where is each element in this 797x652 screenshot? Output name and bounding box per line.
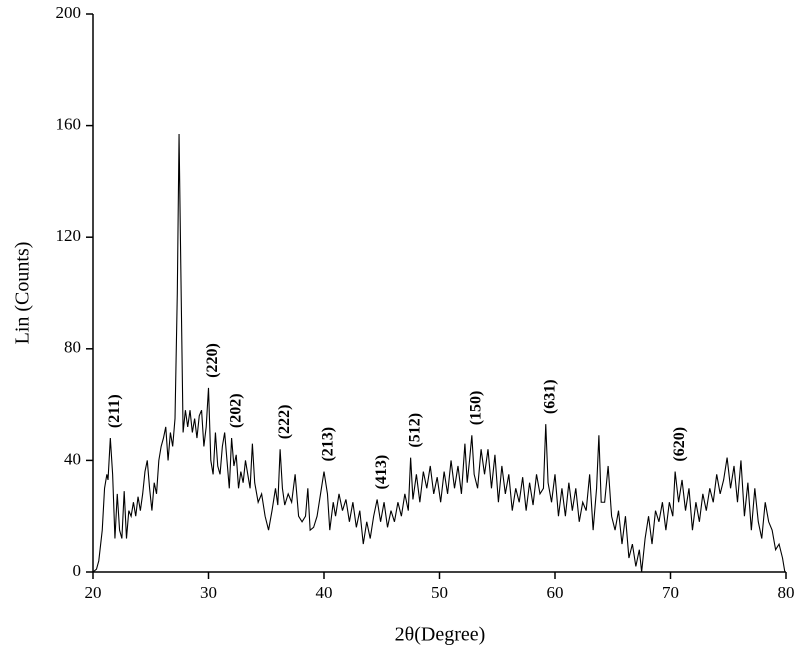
x-tick-label: 20 xyxy=(85,583,102,602)
x-tick-label: 60 xyxy=(547,583,564,602)
x-tick-label: 70 xyxy=(662,583,679,602)
x-tick-label: 40 xyxy=(316,583,333,602)
peak-label: (150) xyxy=(468,391,485,426)
peak-label: (620) xyxy=(671,427,688,462)
x-tick-label: 80 xyxy=(778,583,795,602)
y-tick-label: 160 xyxy=(56,115,82,134)
y-tick-label: 200 xyxy=(56,3,82,22)
y-tick-label: 0 xyxy=(73,561,82,580)
peak-label: (512) xyxy=(406,413,423,448)
x-tick-label: 50 xyxy=(431,583,448,602)
peak-label: (220) xyxy=(204,343,221,378)
x-tick-label: 30 xyxy=(200,583,217,602)
peak-label: (213) xyxy=(320,427,337,462)
peak-label: (222) xyxy=(276,405,293,440)
y-tick-label: 120 xyxy=(56,226,82,245)
x-axis-label: 2θ(Degree) xyxy=(395,624,486,646)
peak-label: (631) xyxy=(541,379,558,414)
peak-label: (211) xyxy=(106,394,123,428)
y-tick-label: 80 xyxy=(64,338,81,357)
y-tick-label: 40 xyxy=(64,449,81,468)
y-axis-label: Lin (Counts) xyxy=(12,242,34,345)
data-line xyxy=(92,133,786,573)
peak-label: (202) xyxy=(227,393,244,428)
peak-label: (413) xyxy=(373,455,390,490)
